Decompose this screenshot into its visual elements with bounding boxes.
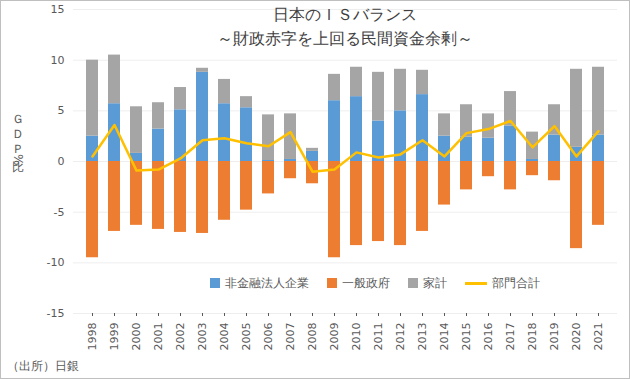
html-text:ＧＤＰ比%: ＧＤＰ比%: [11, 106, 25, 169]
svg-text:2010: 2010: [350, 323, 363, 351]
svg-text:2002: 2002: [174, 323, 187, 351]
svg-text:2013: 2013: [416, 323, 429, 351]
svg-text:15: 15: [51, 3, 65, 16]
svg-text:2007: 2007: [284, 323, 297, 351]
svg-text:1999: 1999: [108, 323, 121, 351]
svg-text:0: 0: [58, 155, 65, 168]
svg-text:2017: 2017: [504, 323, 517, 351]
html-text:～財政赤字を上回る民間資金余剰～: ～財政赤字を上回る民間資金余剰～: [217, 29, 473, 48]
svg-text:5: 5: [58, 104, 65, 117]
svg-text:-5: -5: [54, 206, 65, 219]
svg-text:2003: 2003: [196, 323, 209, 351]
svg-text:2020: 2020: [570, 323, 583, 351]
svg-text:2018: 2018: [526, 323, 539, 351]
svg-text:10: 10: [51, 54, 65, 67]
svg-text:2019: 2019: [548, 323, 561, 351]
html-text:非金融法人企業: 非金融法人企業: [225, 275, 309, 290]
svg-text:-15: -15: [47, 307, 65, 320]
html-text:日本のＩＳバランス: 日本のＩＳバランス: [273, 5, 417, 24]
html-text:部門合計: 部門合計: [492, 275, 540, 290]
svg-text:2009: 2009: [328, 323, 341, 351]
html-text:家計: 家計: [423, 275, 447, 290]
html-text:一般政府: 一般政府: [342, 275, 390, 290]
html-text:（出所）日銀: （出所）日銀: [7, 359, 79, 373]
svg-text:2004: 2004: [218, 323, 231, 351]
svg-text:2001: 2001: [152, 323, 165, 351]
svg-text:2006: 2006: [262, 323, 275, 351]
svg-text:-10: -10: [47, 256, 65, 269]
svg-text:2011: 2011: [372, 323, 385, 351]
svg-text:2021: 2021: [592, 323, 605, 351]
svg-text:2012: 2012: [394, 323, 407, 351]
svg-text:2015: 2015: [460, 323, 473, 351]
svg-text:1998: 1998: [86, 323, 99, 351]
svg-text:2014: 2014: [438, 323, 451, 351]
svg-text:2008: 2008: [306, 323, 319, 351]
svg-text:2000: 2000: [130, 323, 143, 351]
svg-text:2005: 2005: [240, 323, 253, 351]
svg-text:2016: 2016: [482, 323, 495, 351]
